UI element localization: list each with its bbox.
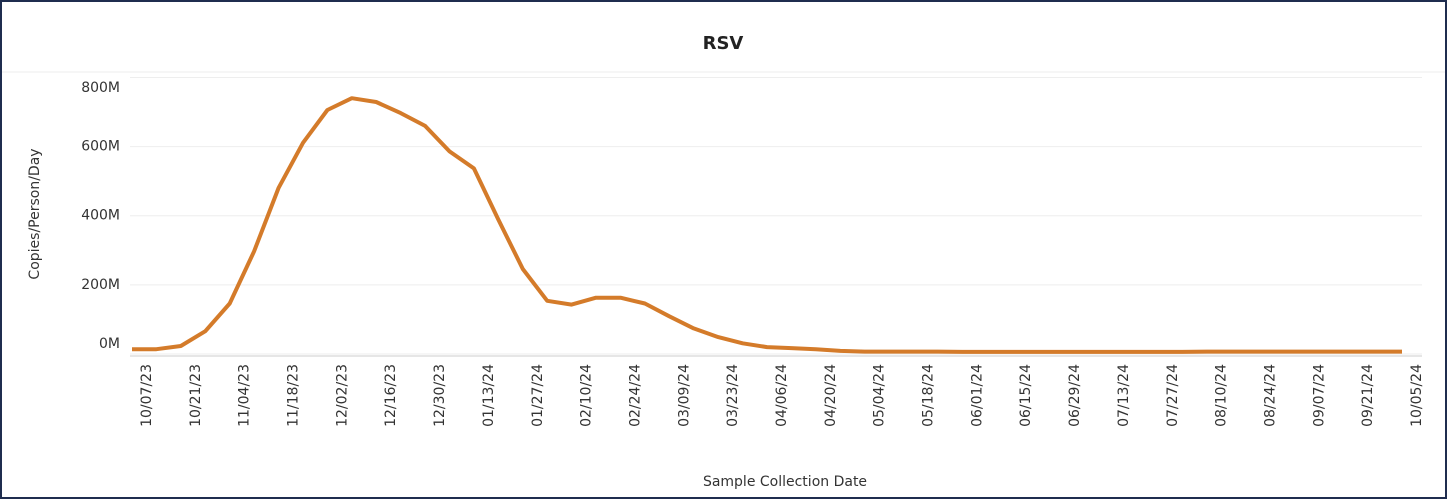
y-tick-label: 200M	[81, 277, 120, 293]
x-tick-label: 09/07/24	[1311, 364, 1327, 427]
x-tick-label: 06/29/24	[1067, 364, 1083, 427]
x-tick-label: 07/27/24	[1165, 364, 1181, 427]
x-tick-label: 01/13/24	[481, 364, 497, 427]
y-tick-label: 400M	[81, 208, 120, 224]
y-tick-label: 800M	[81, 80, 120, 96]
x-tick-label: 02/24/24	[627, 364, 643, 427]
line-series	[132, 96, 1402, 354]
x-tick-label: 09/21/24	[1360, 364, 1376, 427]
x-tick-label: 06/15/24	[1018, 364, 1034, 427]
x-tick-label: 06/01/24	[969, 364, 985, 427]
y-tick-label: 0M	[99, 336, 120, 352]
x-tick-label: 08/10/24	[1214, 364, 1230, 427]
x-tick-label: 01/27/24	[530, 364, 546, 427]
x-tick-label: 02/10/24	[579, 364, 595, 427]
x-tick-label: 08/24/24	[1262, 364, 1278, 427]
x-tick-label: 11/18/23	[286, 364, 302, 427]
x-tick-label: 04/20/24	[823, 364, 839, 427]
x-tick-label: 10/05/24	[1409, 364, 1425, 427]
x-tick-label: 03/09/24	[676, 364, 692, 427]
x-tick-label: 05/18/24	[921, 364, 937, 427]
x-tick-label: 12/16/23	[383, 364, 399, 427]
x-tick-label: 03/23/24	[725, 364, 741, 427]
y-tick-label: 600M	[81, 139, 120, 155]
chart-title: RSV	[703, 33, 744, 54]
x-tick-label: 12/30/23	[432, 364, 448, 427]
x-tick-label: 04/06/24	[774, 364, 790, 427]
x-tick-label: 11/04/23	[237, 364, 253, 427]
x-tick-label: 12/02/23	[334, 364, 350, 427]
x-tick-label: 10/07/23	[139, 364, 155, 427]
x-axis-label: Sample Collection Date	[703, 474, 867, 490]
x-tick-label: 07/13/24	[1116, 364, 1132, 427]
x-tick-label: 10/21/23	[188, 364, 204, 427]
y-axis-label: Copies/Person/Day	[27, 148, 43, 279]
x-tick-label: 05/04/24	[872, 364, 888, 427]
